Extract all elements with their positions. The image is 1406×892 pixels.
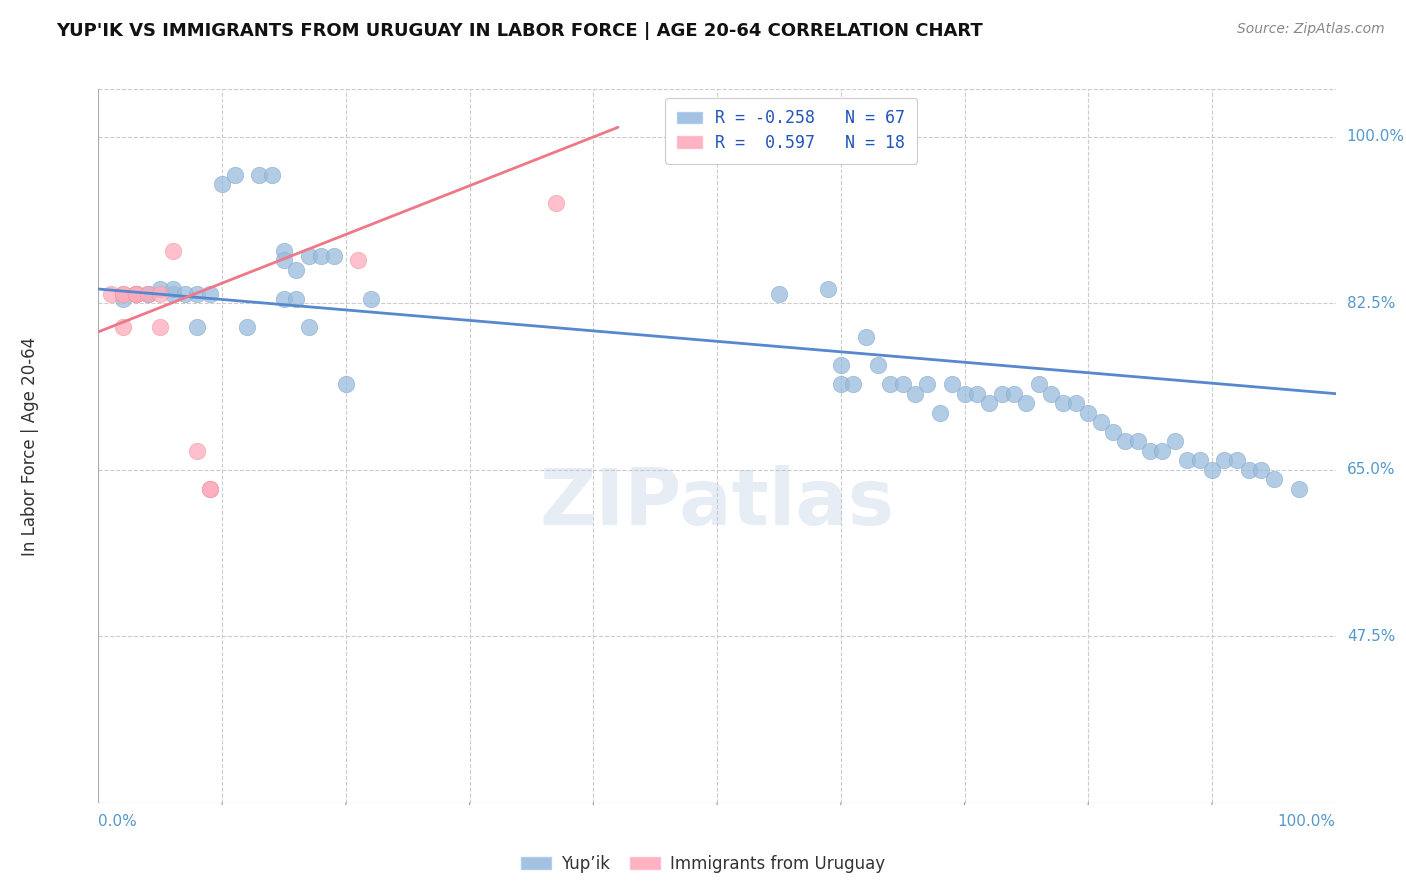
- Point: [198, 286, 221, 301]
- Point: [768, 286, 790, 301]
- Point: [162, 282, 184, 296]
- Point: [1164, 434, 1187, 449]
- Point: [941, 377, 963, 392]
- Point: [360, 292, 382, 306]
- Point: [830, 377, 852, 392]
- Point: [198, 482, 221, 496]
- Point: [1237, 463, 1260, 477]
- Point: [247, 168, 270, 182]
- Point: [100, 286, 122, 301]
- Text: 65.0%: 65.0%: [1347, 462, 1395, 477]
- Point: [953, 386, 976, 401]
- Point: [990, 386, 1012, 401]
- Point: [124, 286, 146, 301]
- Point: [124, 286, 146, 301]
- Point: [186, 320, 208, 334]
- Point: [136, 286, 159, 301]
- Point: [546, 196, 568, 211]
- Point: [855, 329, 877, 343]
- Point: [928, 406, 950, 420]
- Point: [1090, 415, 1112, 429]
- Point: [347, 253, 370, 268]
- Point: [162, 286, 184, 301]
- Point: [149, 320, 172, 334]
- Point: [879, 377, 901, 392]
- Point: [124, 286, 146, 301]
- Point: [236, 320, 259, 334]
- Point: [1028, 377, 1050, 392]
- Point: [285, 263, 308, 277]
- Text: 47.5%: 47.5%: [1347, 629, 1395, 644]
- Point: [1040, 386, 1063, 401]
- Text: 0.0%: 0.0%: [98, 814, 138, 830]
- Point: [224, 168, 246, 182]
- Point: [1250, 463, 1272, 477]
- Point: [136, 286, 159, 301]
- Point: [136, 286, 159, 301]
- Point: [1226, 453, 1249, 467]
- Point: [1077, 406, 1099, 420]
- Point: [1114, 434, 1136, 449]
- Text: 82.5%: 82.5%: [1347, 296, 1395, 310]
- Point: [1201, 463, 1223, 477]
- Point: [1213, 453, 1236, 467]
- Point: [186, 443, 208, 458]
- Point: [112, 286, 135, 301]
- Point: [1052, 396, 1074, 410]
- Point: [162, 244, 184, 258]
- Text: 100.0%: 100.0%: [1347, 129, 1405, 145]
- Point: [309, 249, 332, 263]
- Point: [1102, 425, 1125, 439]
- Point: [273, 244, 295, 258]
- Point: [149, 286, 172, 301]
- Point: [112, 292, 135, 306]
- Point: [273, 253, 295, 268]
- Point: [322, 249, 344, 263]
- Point: [124, 286, 146, 301]
- Point: [112, 286, 135, 301]
- Point: [1188, 453, 1211, 467]
- Point: [1263, 472, 1285, 486]
- Point: [1175, 453, 1198, 467]
- Point: [891, 377, 914, 392]
- Legend: R = -0.258   N = 67, R =  0.597   N = 18: R = -0.258 N = 67, R = 0.597 N = 18: [665, 97, 917, 163]
- Point: [260, 168, 283, 182]
- Point: [917, 377, 939, 392]
- Point: [817, 282, 839, 296]
- Point: [1064, 396, 1087, 410]
- Point: [1002, 386, 1025, 401]
- Point: [979, 396, 1001, 410]
- Text: Source: ZipAtlas.com: Source: ZipAtlas.com: [1237, 22, 1385, 37]
- Point: [285, 292, 308, 306]
- Point: [174, 286, 197, 301]
- Point: [298, 249, 321, 263]
- Point: [904, 386, 927, 401]
- Point: [298, 320, 321, 334]
- Point: [335, 377, 357, 392]
- Point: [211, 178, 233, 192]
- Point: [112, 320, 135, 334]
- Point: [966, 386, 988, 401]
- Point: [1288, 482, 1310, 496]
- Point: [1152, 443, 1174, 458]
- Legend: Yup’ik, Immigrants from Uruguay: Yup’ik, Immigrants from Uruguay: [515, 848, 891, 880]
- Point: [124, 286, 146, 301]
- Text: In Labor Force | Age 20-64: In Labor Force | Age 20-64: [21, 336, 39, 556]
- Point: [198, 482, 221, 496]
- Text: YUP'IK VS IMMIGRANTS FROM URUGUAY IN LABOR FORCE | AGE 20-64 CORRELATION CHART: YUP'IK VS IMMIGRANTS FROM URUGUAY IN LAB…: [56, 22, 983, 40]
- Text: 100.0%: 100.0%: [1278, 814, 1336, 830]
- Point: [866, 358, 889, 372]
- Point: [830, 358, 852, 372]
- Point: [273, 292, 295, 306]
- Point: [1015, 396, 1038, 410]
- Point: [1139, 443, 1161, 458]
- Point: [1126, 434, 1149, 449]
- Point: [149, 282, 172, 296]
- Text: ZIPatlas: ZIPatlas: [540, 465, 894, 541]
- Point: [186, 286, 208, 301]
- Point: [124, 286, 146, 301]
- Point: [842, 377, 865, 392]
